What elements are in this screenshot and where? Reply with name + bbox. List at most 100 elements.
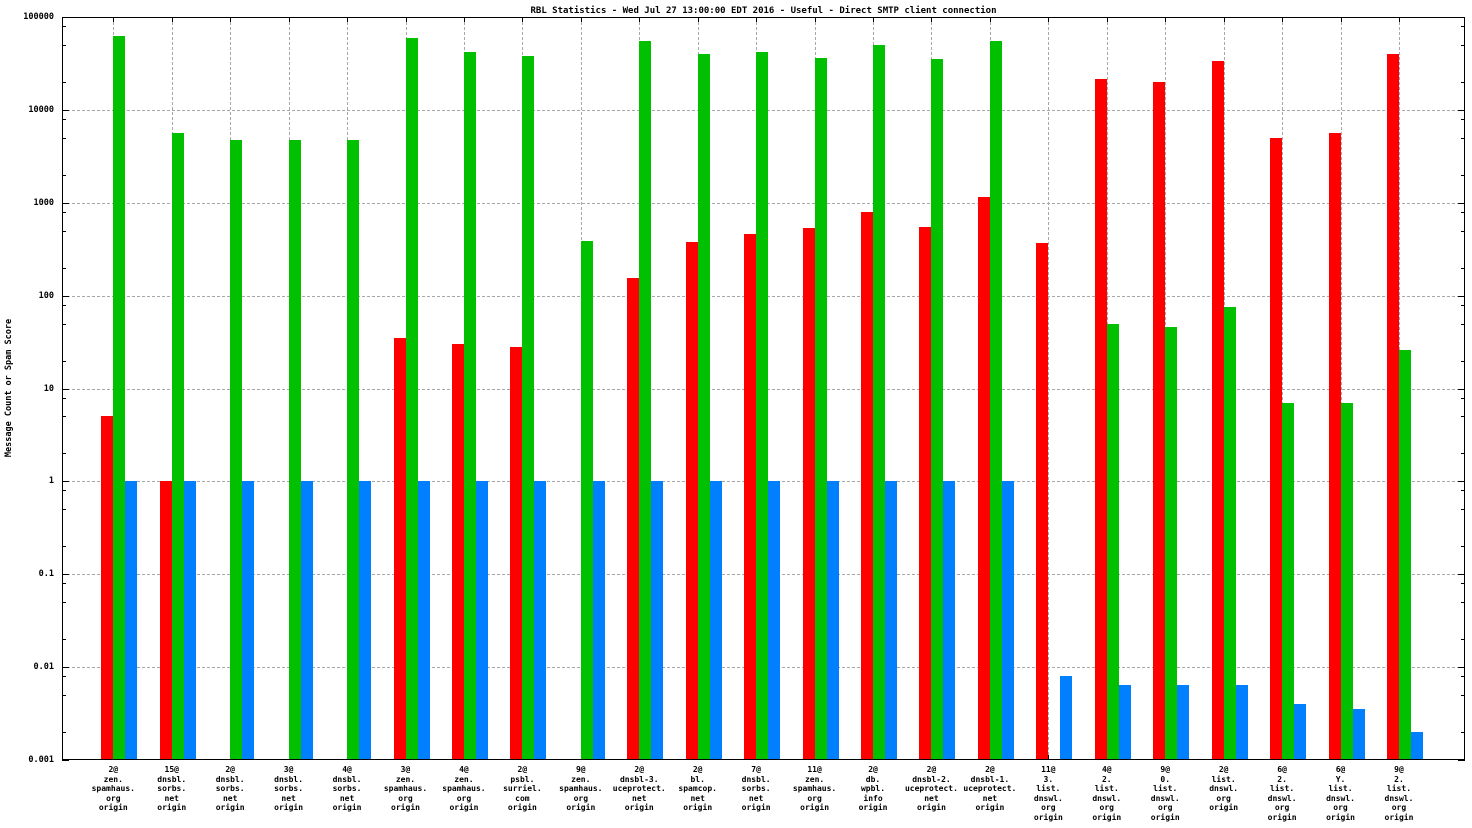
x-tick-label: 9@ 0. list. dnswl. org origin xyxy=(1125,765,1205,823)
bar-score-0-1 xyxy=(1118,684,1131,759)
y-minor-tick xyxy=(1461,639,1465,641)
x-tick xyxy=(113,17,115,22)
y-minor-tick xyxy=(62,490,66,492)
y-major-tick xyxy=(62,202,69,204)
y-major-tick xyxy=(62,481,69,483)
x-tick-label-line: zen. xyxy=(804,774,825,784)
y-minor-tick xyxy=(1461,137,1465,139)
y-minor-tick xyxy=(1461,174,1465,176)
y-minor-tick xyxy=(1461,416,1465,418)
bar-not-spam xyxy=(627,277,640,759)
x-tick-label-line: 4@ xyxy=(342,765,352,774)
bar-score-0-1 xyxy=(183,481,196,759)
bar-not-spam xyxy=(1328,132,1341,759)
x-tick-label-line: 9@ xyxy=(1394,765,1404,774)
y-minor-tick xyxy=(62,416,66,418)
x-tick xyxy=(580,17,582,22)
x-tick-label-line: 2. xyxy=(1277,774,1287,784)
x-tick-label-line: 2@ xyxy=(225,765,235,774)
x-tick-label-line: dnswl. xyxy=(1092,793,1122,803)
x-tick-label-line: info xyxy=(863,793,883,803)
bar-not-spam xyxy=(1036,242,1049,759)
x-tick-label-line: 2. xyxy=(1394,774,1404,784)
x-tick-label-line: dnsbl-1. xyxy=(970,774,1010,784)
bar-not-spam xyxy=(1211,60,1224,759)
bar-not-spam xyxy=(1270,137,1283,759)
y-minor-tick xyxy=(1461,676,1465,678)
x-tick xyxy=(288,17,290,22)
x-tick-label-line: origin xyxy=(1384,812,1414,822)
chart-title: RBL Statistics - Wed Jul 27 13:00:00 EDT… xyxy=(530,6,997,16)
x-tick-label-line: 4@ xyxy=(459,765,469,774)
x-tick-label: 2@ db. wpbl. info origin xyxy=(833,765,913,813)
y-minor-tick xyxy=(62,174,66,176)
x-tick-label: 11@ zen. spamhaus. org origin xyxy=(775,765,855,813)
x-tick-label-line: origin xyxy=(1092,812,1122,822)
x-tick-label-line: dnsbl. xyxy=(215,774,245,784)
x-tick-label: 4@ dnsbl. sorbs. net origin xyxy=(307,765,387,813)
x-tick-label-line: org xyxy=(1099,803,1114,813)
bar-spam xyxy=(230,140,243,759)
y-major-tick xyxy=(1458,109,1465,111)
bar-spam xyxy=(1282,402,1295,759)
x-tick-label-line: dnsbl-3. xyxy=(619,774,659,784)
x-tick-label-line: list. xyxy=(1211,774,1236,784)
x-tick-label-line: 2@ xyxy=(985,765,995,774)
x-tick xyxy=(1165,17,1167,22)
bar-score-0-1 xyxy=(1294,704,1307,759)
bar-score-0-1 xyxy=(943,481,956,759)
x-tick-label-line: dnswl. xyxy=(1326,793,1355,803)
bar-score-0-1 xyxy=(359,481,372,759)
y-major-tick xyxy=(62,17,69,18)
y-minor-tick xyxy=(1461,360,1465,362)
y-tick-label: 1000 xyxy=(33,197,54,208)
bar-not-spam xyxy=(1386,53,1399,759)
x-tick-label-line: spamhaus. xyxy=(792,784,837,794)
x-tick-label-line: spamhaus. xyxy=(91,784,135,794)
bar-score-0-1 xyxy=(826,481,839,759)
y-minor-tick xyxy=(1461,323,1465,325)
bar-not-spam xyxy=(744,234,757,759)
x-tick-label-line: dnswl. xyxy=(1150,793,1180,803)
y-minor-tick xyxy=(1461,44,1465,46)
x-tick-label-line: dnsbl-2. xyxy=(912,774,951,784)
x-tick xyxy=(989,17,991,22)
x-tick-label-line: list. xyxy=(1270,784,1295,794)
y-tick-label: 100 xyxy=(38,290,54,301)
x-tick-label-line: sorbs. xyxy=(215,784,245,794)
x-tick-label-line: 6@ xyxy=(1335,765,1346,774)
x-tick-label-line: list. xyxy=(1036,784,1061,794)
bar-not-spam xyxy=(159,481,172,759)
x-tick-label-line: psbl. xyxy=(510,774,535,784)
x-tick-label: 3@ zen. spamhaus. org origin xyxy=(366,765,446,813)
bar-score-0-1 xyxy=(709,481,722,759)
x-tick-label-line: 2@ xyxy=(108,765,119,774)
y-minor-tick xyxy=(62,453,66,455)
y-major-tick xyxy=(1458,667,1465,669)
x-tick-label-line: 15@ xyxy=(164,765,179,774)
y-minor-tick xyxy=(62,26,66,27)
bar-score-0-1 xyxy=(475,481,488,759)
y-minor-tick xyxy=(1461,267,1465,269)
x-tick-label: 6@ Y. list. dnswl. org origin xyxy=(1301,765,1381,823)
y-tick-label: 10 xyxy=(43,383,54,394)
y-minor-tick xyxy=(1461,304,1465,306)
bar-spam xyxy=(814,58,827,759)
bar-spam xyxy=(1106,323,1119,759)
x-tick-label-line: 6@ xyxy=(1277,765,1287,774)
x-tick-label-line: uceprotect. xyxy=(904,784,958,794)
bar-score-0-1 xyxy=(125,481,138,759)
y-minor-tick xyxy=(62,509,66,511)
bar-score-0-1 xyxy=(1177,684,1190,759)
x-tick xyxy=(814,17,816,22)
x-tick-label-line: 3. xyxy=(1043,774,1054,784)
x-tick-label-line: org xyxy=(1216,793,1231,803)
x-tick xyxy=(522,17,524,22)
y-minor-tick xyxy=(62,639,66,641)
x-tick-label-line: 2@ xyxy=(634,765,645,774)
x-tick-label-line: sorbs. xyxy=(157,784,187,794)
y-minor-tick xyxy=(1461,602,1465,604)
y-minor-tick xyxy=(1461,732,1465,734)
x-tick xyxy=(347,17,349,22)
